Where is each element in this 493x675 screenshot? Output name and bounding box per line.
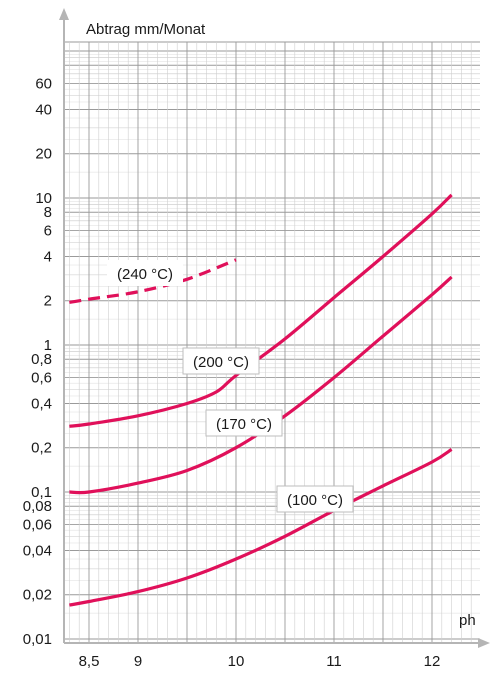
x-axis-arrow [478,638,490,648]
y-tick-label: 8 [44,204,52,221]
curve-label-box-100c [276,485,354,513]
y-tick-label: 4 [44,248,52,265]
x-tick-label: 11 [326,653,342,670]
y-tick-label: 0,04 [23,542,52,559]
grid [64,41,480,643]
y-tick-label: 2 [44,293,52,310]
x-axis-title: ph [459,612,476,629]
curve-label-box-170c [205,409,283,437]
y-tick-label: 0,01 [23,631,52,648]
curve-labels: (240 °C) (200 °C) (170 °C) (100 °C) [107,260,354,513]
curve-label-200c: (200 °C) [193,354,249,371]
curve-label-240c: (240 °C) [117,266,173,283]
y-tick-label: 0,2 [31,440,52,457]
y-axis-title: Abtrag mm/Monat [86,21,206,38]
y-tick-label: 0,1 [31,484,52,501]
curve-label-170c: (170 °C) [216,416,272,433]
x-tick-label: 10 [228,653,245,670]
y-tick-label: 0,06 [23,517,52,534]
curve-200c [69,193,453,428]
x-tick-label: 9 [134,653,142,670]
y-axis-arrow [59,8,69,20]
y-tick-label: 20 [35,146,52,163]
y-tick-label: 0,6 [31,370,52,387]
curve-label-box-200c [182,347,260,375]
y-tick-labels: 0,01 0,02 0,04 0,06 0,080,1 0,2 0,4 0,6 0,81 2 4 6 8… [23,76,52,648]
curve-label-100c: (100 °C) [287,492,343,509]
x-tick-label: 12 [424,653,441,670]
y-tick-label: 0,8 [31,351,52,368]
y-tick-label: 40 [35,101,52,118]
y-tick-label: 0,08 [23,498,52,515]
y-tick-label: 6 [44,223,52,240]
y-tick-label: 1 [44,337,52,354]
y-tick-label: 60 [35,76,52,93]
y-tick-label: 0,02 [23,587,52,604]
x-tick-labels: 8,5 9 10 11 12 [79,653,441,670]
curve-170c [69,275,453,495]
axes [59,8,490,648]
curve-240c [69,258,237,304]
curve-100c [69,448,453,607]
curve-label-box-240c [107,260,183,286]
x-tick-label: 8,5 [79,653,100,670]
y-tick-label: 10 [35,190,52,207]
y-tick-label: 0,4 [31,395,52,412]
